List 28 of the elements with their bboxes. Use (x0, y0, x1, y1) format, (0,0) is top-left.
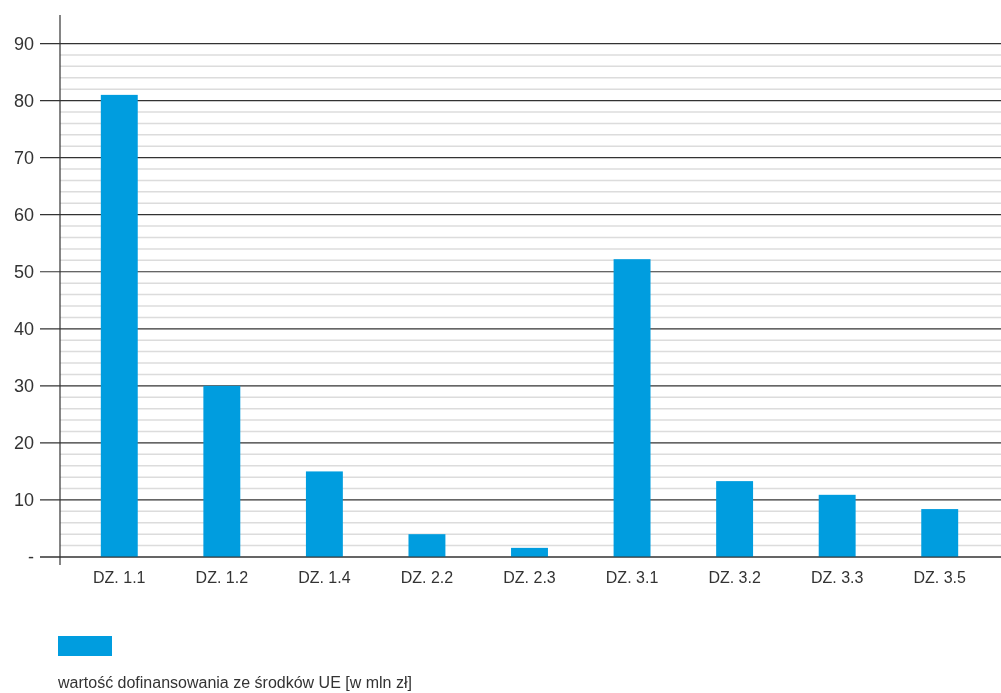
x-tick-label: DZ. 1.1 (93, 569, 146, 586)
x-tick-label: DZ. 2.3 (503, 569, 556, 586)
x-tick-label: DZ. 2.2 (400, 569, 454, 586)
y-tick-label: 80 (13, 90, 34, 111)
bar (818, 494, 856, 557)
bar (613, 259, 651, 557)
legend-label: wartość dofinansowania ze środków UE [w mln zł] (57, 674, 412, 691)
x-tick-label: DZ. 1.2 (195, 569, 249, 586)
y-tick-label: 10 (13, 490, 34, 511)
y-tick-label: 60 (13, 204, 34, 225)
x-tick-label: DZ. 3.2 (708, 569, 761, 586)
y-tick-label: 40 (13, 319, 34, 340)
y-tick-label: 50 (13, 262, 34, 283)
bar (100, 94, 138, 557)
bar (716, 481, 754, 557)
bar (921, 509, 959, 557)
y-tick-label: 90 (13, 33, 34, 54)
x-tick-label: DZ. 3.3 (810, 569, 864, 586)
x-tick-label: DZ. 3.1 (605, 569, 659, 586)
x-tick-label: DZ. 3.5 (913, 569, 967, 586)
x-tick-label: DZ. 1.4 (298, 569, 351, 586)
y-tick-label: - (28, 547, 34, 568)
bar (305, 471, 343, 557)
bar (203, 385, 241, 557)
y-tick-label: 30 (13, 376, 34, 397)
bar (408, 534, 446, 557)
y-tick-label: 20 (13, 433, 34, 454)
y-tick-label: 70 (13, 147, 34, 168)
